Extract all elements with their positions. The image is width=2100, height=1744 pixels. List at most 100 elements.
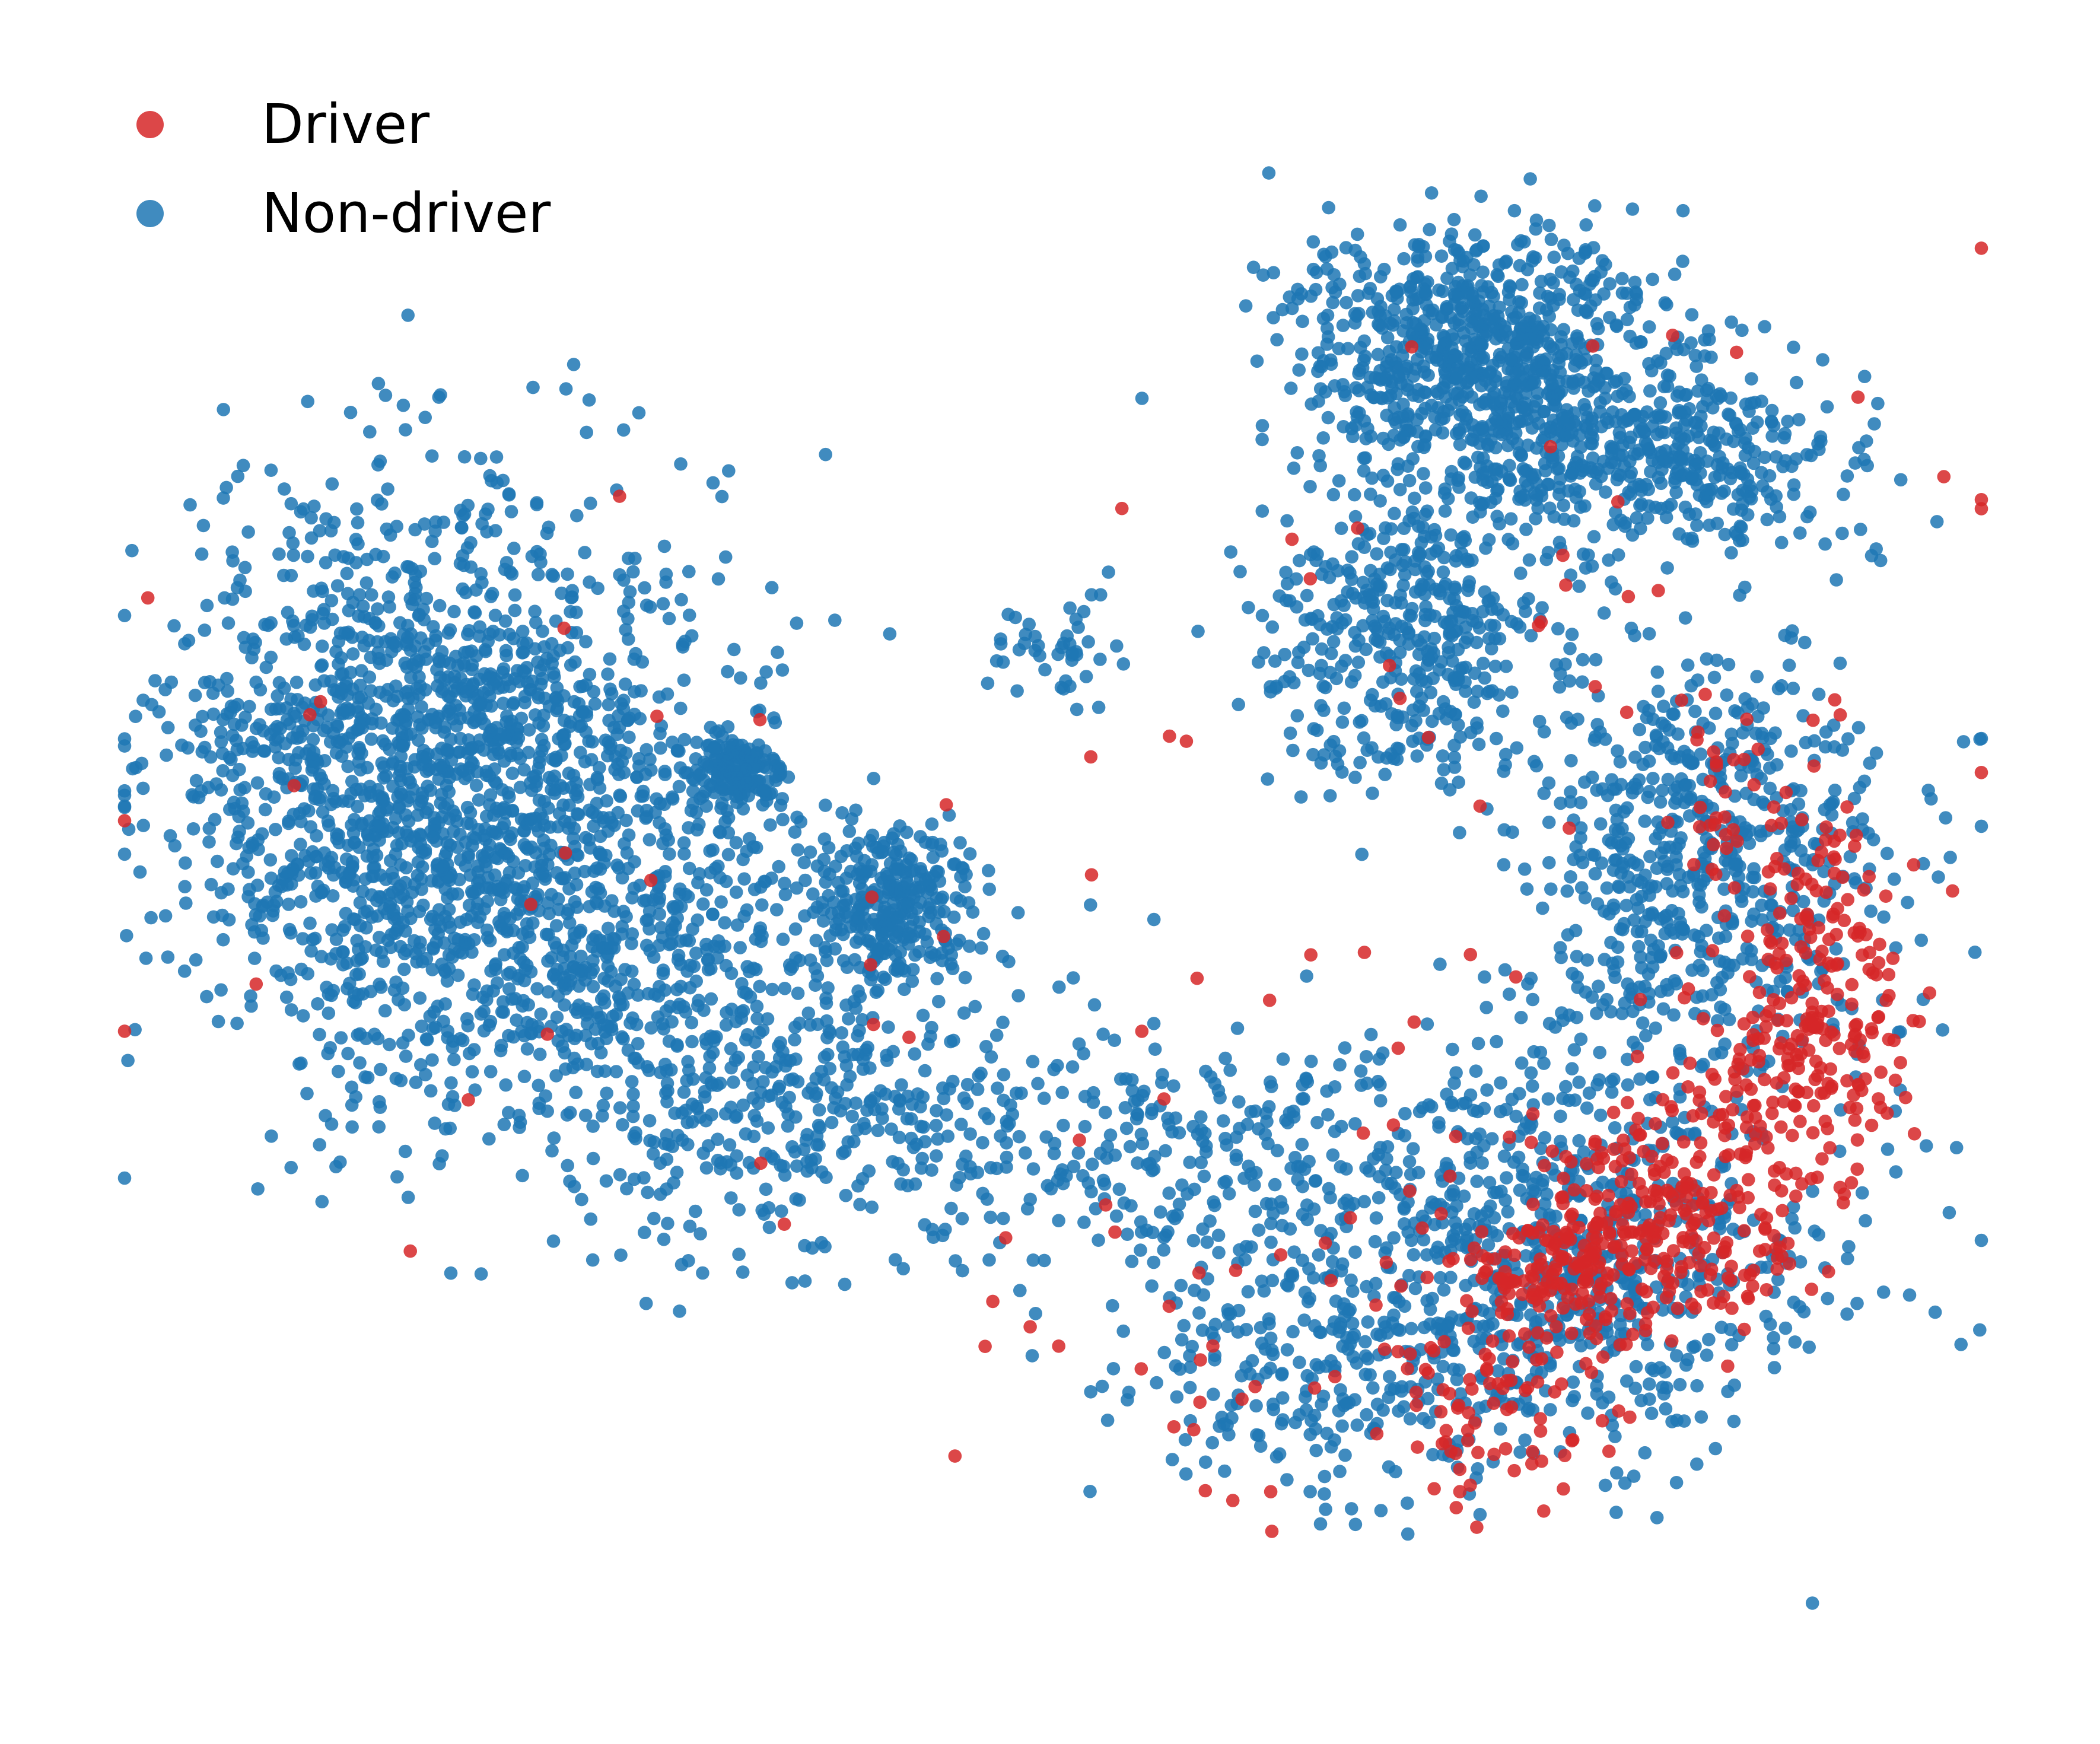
data-point bbox=[390, 1170, 404, 1184]
data-point bbox=[483, 788, 498, 802]
data-point bbox=[1379, 360, 1393, 374]
data-point bbox=[1514, 448, 1528, 462]
data-point bbox=[1742, 405, 1756, 418]
data-point bbox=[221, 616, 236, 630]
data-point bbox=[472, 793, 486, 807]
data-point bbox=[673, 997, 687, 1011]
data-point bbox=[1537, 725, 1551, 739]
data-point bbox=[1541, 387, 1555, 401]
data-point bbox=[443, 657, 457, 670]
data-point bbox=[703, 844, 717, 858]
data-point bbox=[801, 1006, 816, 1020]
data-point bbox=[714, 781, 728, 795]
data-point bbox=[243, 883, 256, 896]
data-point bbox=[432, 654, 446, 669]
data-point bbox=[1331, 564, 1345, 578]
data-point bbox=[1445, 262, 1459, 276]
data-point bbox=[1487, 311, 1501, 326]
data-point bbox=[1406, 734, 1420, 748]
data-point bbox=[819, 875, 833, 889]
data-point bbox=[532, 716, 546, 730]
data-point bbox=[578, 546, 591, 559]
data-point bbox=[1338, 654, 1353, 667]
data-point bbox=[1424, 186, 1439, 200]
data-point bbox=[1397, 431, 1411, 444]
data-point bbox=[477, 1024, 491, 1038]
data-point bbox=[189, 774, 203, 788]
data-point bbox=[1497, 858, 1511, 872]
data-point bbox=[1610, 473, 1624, 486]
data-point bbox=[338, 919, 352, 934]
data-point bbox=[623, 585, 637, 599]
data-point bbox=[762, 1089, 775, 1103]
data-point bbox=[756, 784, 769, 798]
data-point bbox=[1389, 284, 1403, 298]
data-point bbox=[259, 787, 273, 801]
data-point bbox=[1400, 378, 1414, 393]
data-point bbox=[860, 934, 874, 947]
data-point bbox=[1363, 282, 1377, 295]
data-point bbox=[1250, 354, 1264, 368]
data-point bbox=[924, 946, 938, 960]
data-point bbox=[381, 482, 394, 496]
data-point bbox=[892, 1131, 906, 1144]
data-point bbox=[581, 1005, 595, 1020]
data-point bbox=[779, 1059, 793, 1073]
data-point bbox=[441, 670, 455, 684]
data-point bbox=[606, 1010, 620, 1023]
data-point bbox=[469, 778, 483, 793]
data-point bbox=[1820, 400, 1834, 414]
data-point bbox=[532, 824, 545, 838]
data-point bbox=[1594, 265, 1608, 279]
data-point bbox=[333, 1155, 347, 1169]
data-point bbox=[798, 873, 812, 887]
data-point bbox=[685, 1016, 699, 1030]
data-point bbox=[1565, 628, 1579, 641]
data-point bbox=[195, 547, 209, 561]
data-point bbox=[418, 410, 432, 424]
data-point bbox=[279, 990, 294, 1004]
data-point bbox=[1325, 245, 1339, 259]
data-point bbox=[475, 517, 489, 531]
data-point bbox=[200, 599, 214, 613]
data-point bbox=[521, 925, 534, 938]
data-point bbox=[1787, 488, 1800, 501]
data-point bbox=[479, 809, 494, 823]
data-point bbox=[615, 919, 629, 934]
data-point bbox=[654, 921, 668, 935]
data-point bbox=[441, 1024, 455, 1038]
data-point bbox=[383, 1038, 396, 1052]
data-point bbox=[1579, 561, 1593, 575]
data-point bbox=[226, 768, 240, 782]
data-point bbox=[415, 882, 428, 896]
data-point bbox=[793, 1193, 806, 1207]
data-point bbox=[1499, 254, 1513, 268]
data-point bbox=[1658, 296, 1672, 310]
data-point bbox=[1493, 632, 1507, 645]
data-point bbox=[1326, 635, 1341, 648]
data-point bbox=[1452, 718, 1465, 732]
data-point bbox=[410, 682, 424, 695]
data-point bbox=[594, 1011, 608, 1024]
data-point bbox=[241, 816, 255, 830]
data-point bbox=[1296, 314, 1309, 329]
data-point bbox=[578, 1108, 593, 1122]
data-point bbox=[567, 358, 581, 371]
data-point bbox=[567, 832, 580, 845]
data-point bbox=[454, 731, 467, 746]
data-point bbox=[647, 950, 661, 964]
data-point bbox=[603, 682, 617, 696]
data-point bbox=[839, 1058, 854, 1073]
data-point bbox=[294, 505, 308, 519]
data-point bbox=[508, 603, 522, 618]
data-point bbox=[1303, 480, 1317, 494]
data-point bbox=[1410, 425, 1424, 439]
data-point bbox=[136, 819, 150, 832]
data-point bbox=[306, 755, 320, 768]
data-point bbox=[474, 1007, 488, 1021]
data-point bbox=[1514, 567, 1528, 580]
data-point bbox=[152, 705, 166, 719]
data-point bbox=[401, 308, 415, 322]
data-point bbox=[759, 665, 773, 679]
data-point bbox=[1587, 380, 1601, 394]
